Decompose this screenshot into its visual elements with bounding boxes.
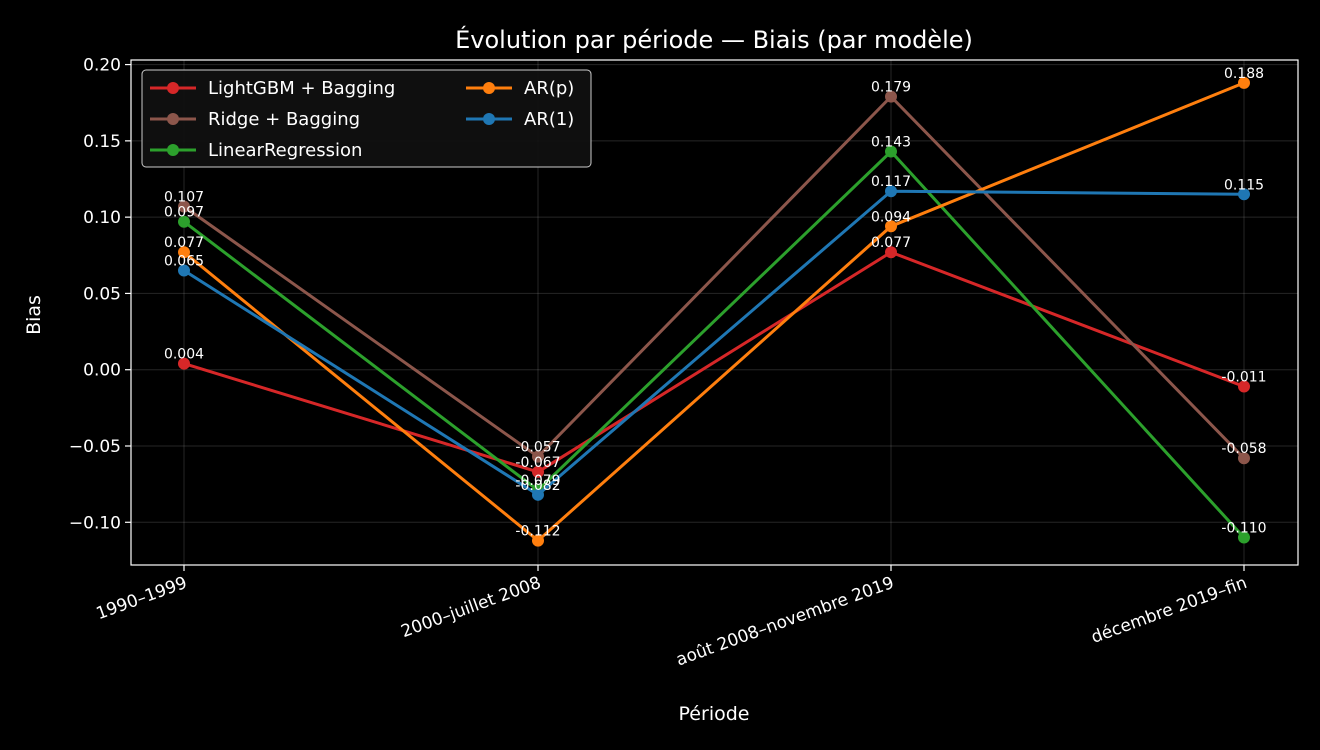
legend-item: LightGBM + Bagging: [150, 78, 395, 99]
data-label: 0.115: [1224, 177, 1264, 193]
legend-item: LinearRegression: [150, 140, 362, 161]
data-point: [885, 246, 897, 259]
y-tick-label: 0.05: [83, 284, 121, 304]
data-point: [532, 450, 544, 463]
data-point: [1238, 76, 1250, 89]
data-labels: 0.004 -0.067 0.077 -0.011 0.107 -0.057 0.179 -0…: [164, 66, 1267, 540]
legend-marker: [483, 82, 495, 94]
data-label: 0.094: [871, 209, 911, 225]
series-1: [178, 90, 1250, 465]
series-3: [178, 76, 1250, 547]
series-line: [183, 149, 1246, 539]
y-tick-label: 0.00: [83, 361, 121, 381]
series-line: [183, 189, 1245, 497]
data-point: [885, 185, 897, 198]
data-label: 0.179: [871, 80, 911, 96]
y-axis-label: Bias: [23, 295, 45, 335]
legend-item: AR(1): [466, 109, 574, 130]
y-tick-label: 0.20: [83, 56, 121, 76]
data-point: [885, 145, 897, 158]
data-point: [532, 465, 544, 478]
data-point: [178, 357, 190, 370]
data-point: [178, 200, 190, 213]
data-point: [178, 215, 190, 228]
data-label: -0.110: [1221, 521, 1266, 537]
data-point: [1238, 452, 1250, 465]
data-label: 0.117: [871, 174, 911, 190]
data-label: 0.097: [164, 205, 204, 221]
legend-label: AR(p): [524, 78, 574, 99]
legend-marker: [167, 144, 179, 156]
series-4: [178, 185, 1250, 501]
legend-marker: [483, 113, 495, 125]
legend-label: LightGBM + Bagging: [208, 78, 395, 99]
data-label: -0.112: [515, 524, 560, 540]
chart-title: Évolution par période — Biais (par modèl…: [455, 25, 973, 54]
data-point: [532, 488, 544, 501]
data-label: 0.004: [164, 347, 204, 363]
data-point: [178, 264, 190, 277]
data-point: [532, 534, 544, 547]
data-label: 0.188: [1224, 66, 1264, 82]
x-tick-label: août 2008–novembre 2019: [674, 573, 897, 671]
legend-label: AR(1): [524, 109, 574, 130]
legend-item: Ridge + Bagging: [150, 109, 360, 130]
data-point: [1238, 531, 1250, 544]
series-line: [183, 81, 1245, 543]
data-point: [1238, 188, 1250, 201]
legend-item: AR(p): [466, 78, 574, 99]
legend-label: Ridge + Bagging: [208, 109, 360, 130]
data-label: -0.079: [515, 473, 560, 489]
legend-marker: [167, 82, 179, 94]
x-tick-label: 2000–juillet 2008: [399, 573, 544, 642]
data-label: -0.058: [1221, 441, 1266, 457]
data-label: -0.057: [515, 440, 560, 456]
series-line: [183, 250, 1245, 474]
data-point: [1238, 380, 1250, 393]
data-point: [178, 246, 190, 259]
series-0: [178, 246, 1250, 478]
x-tick-label: 1990–1999: [94, 573, 190, 624]
data-label: 0.143: [871, 135, 911, 151]
data-label: -0.082: [515, 478, 560, 494]
data-point: [885, 90, 897, 103]
x-tick-label: décembre 2019–fin: [1089, 573, 1250, 648]
data-label: 0.077: [164, 235, 204, 251]
data-label: 0.065: [164, 254, 204, 270]
data-label: -0.011: [1221, 369, 1266, 385]
legend: LightGBM + Bagging Ridge + Bagging LinearR…: [141, 69, 592, 168]
legend-marker: [167, 113, 179, 125]
data-label: 0.077: [871, 235, 911, 251]
y-tick-label: 0.10: [83, 208, 121, 228]
y-tick-label: 0.15: [83, 132, 121, 152]
y-tick-label: −0.10: [69, 513, 121, 533]
y-tick-label: −0.05: [69, 437, 121, 457]
data-label: -0.067: [515, 455, 560, 471]
legend-box: [141, 69, 592, 168]
x-axis-label: Période: [679, 703, 750, 725]
data-point: [885, 220, 897, 233]
series-layer: [178, 76, 1250, 547]
series-line: [183, 94, 1246, 460]
plot-frame: [130, 59, 1299, 566]
legend-label: LinearRegression: [208, 140, 362, 161]
data-label: 0.107: [164, 189, 204, 205]
